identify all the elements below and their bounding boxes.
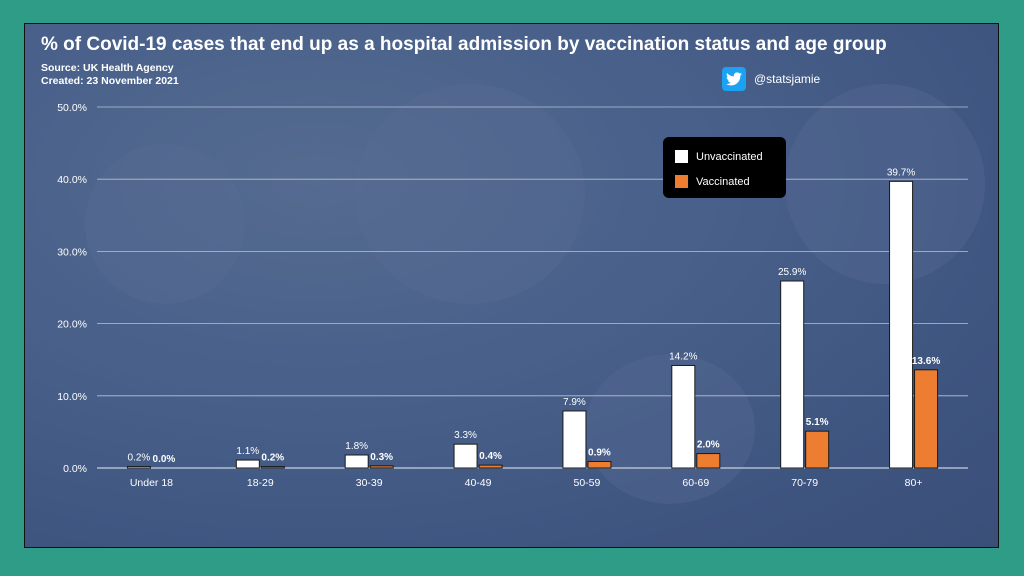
bar-unvaccinated: [453, 443, 478, 469]
legend-label-vaccinated: Vaccinated: [696, 175, 750, 188]
x-tick-label: 80+: [905, 477, 923, 489]
bar-vaccinated: [587, 461, 612, 469]
legend-swatch-vaccinated: [675, 175, 688, 188]
bar-vaccinated: [914, 369, 939, 469]
legend-swatch-unvaccinated: [675, 150, 688, 163]
data-label-unvaccinated: 25.9%: [778, 267, 806, 278]
legend-item-vaccinated: Vaccinated: [675, 171, 774, 192]
bar-vaccinated: [478, 464, 503, 469]
x-tick-label: 30-39: [356, 477, 383, 489]
bar-unvaccinated: [671, 364, 696, 469]
x-tick-label: 18-29: [247, 477, 274, 489]
x-tick-label: 50-59: [574, 477, 601, 489]
y-tick-label: 30.0%: [57, 246, 87, 258]
twitter-handle: @statsjamie: [754, 72, 821, 86]
x-tick-label: 40-49: [465, 477, 492, 489]
data-label-unvaccinated: 1.8%: [345, 441, 368, 452]
data-label-unvaccinated: 39.7%: [887, 167, 915, 178]
data-label-vaccinated: 0.3%: [370, 452, 393, 463]
data-label-vaccinated: 0.9%: [588, 448, 611, 459]
bar-unvaccinated: [780, 280, 805, 469]
bar-unvaccinated: [562, 410, 587, 469]
chart-legend: Unvaccinated Vaccinated: [663, 137, 786, 198]
data-label-unvaccinated: 0.2%: [128, 453, 151, 464]
data-label-unvaccinated: 1.1%: [236, 446, 259, 457]
bar-vaccinated: [805, 430, 830, 469]
bar-unvaccinated: [344, 454, 369, 469]
data-label-vaccinated: 2.0%: [697, 440, 720, 451]
y-tick-label: 50.0%: [57, 102, 87, 114]
twitter-bird-icon: [722, 67, 746, 91]
x-tick-label: 60-69: [682, 477, 709, 489]
bar-vaccinated: [369, 465, 394, 469]
y-tick-label: 10.0%: [57, 391, 87, 403]
data-label-unvaccinated: 3.3%: [454, 430, 477, 441]
chart-panel: % of Covid-19 cases that end up as a hos…: [24, 23, 999, 548]
data-label-vaccinated: 0.0%: [153, 454, 176, 465]
created-date: Created: 23 November 2021: [41, 75, 179, 87]
y-tick-label: 0.0%: [63, 463, 87, 475]
data-label-vaccinated: 0.2%: [261, 453, 284, 464]
bar-unvaccinated: [889, 180, 914, 469]
x-tick-label: Under 18: [130, 477, 173, 489]
bar-vaccinated: [696, 453, 721, 469]
bar-unvaccinated: [235, 459, 260, 469]
legend-label-unvaccinated: Unvaccinated: [696, 150, 763, 163]
bar-chart: 0.0%10.0%20.0%30.0%40.0%50.0%0.2% 0.0%Und…: [57, 102, 968, 489]
background-virus-shape: [585, 354, 755, 504]
twitter-credit: @statsjamie: [722, 67, 820, 91]
legend-item-unvaccinated: Unvaccinated: [675, 146, 774, 167]
chart-title: % of Covid-19 cases that end up as a hos…: [41, 34, 887, 55]
background-virus-shape: [355, 84, 585, 304]
data-label-vaccinated: 0.4%: [479, 451, 502, 462]
data-label-unvaccinated: 14.2%: [669, 351, 697, 362]
y-tick-label: 20.0%: [57, 319, 87, 331]
data-label-unvaccinated: 7.9%: [563, 397, 586, 408]
background-virus-shape: [85, 144, 245, 304]
data-label-vaccinated: 5.1%: [806, 417, 829, 428]
background-virus-shape: [785, 84, 985, 284]
bar-vaccinated: [260, 466, 285, 469]
data-label-vaccinated: 13.6%: [912, 356, 940, 367]
x-tick-label: 70-79: [791, 477, 818, 489]
y-tick-label: 40.0%: [57, 174, 87, 186]
source-text: Source: UK Health Agency: [41, 62, 174, 74]
bar-unvaccinated: [126, 466, 151, 469]
